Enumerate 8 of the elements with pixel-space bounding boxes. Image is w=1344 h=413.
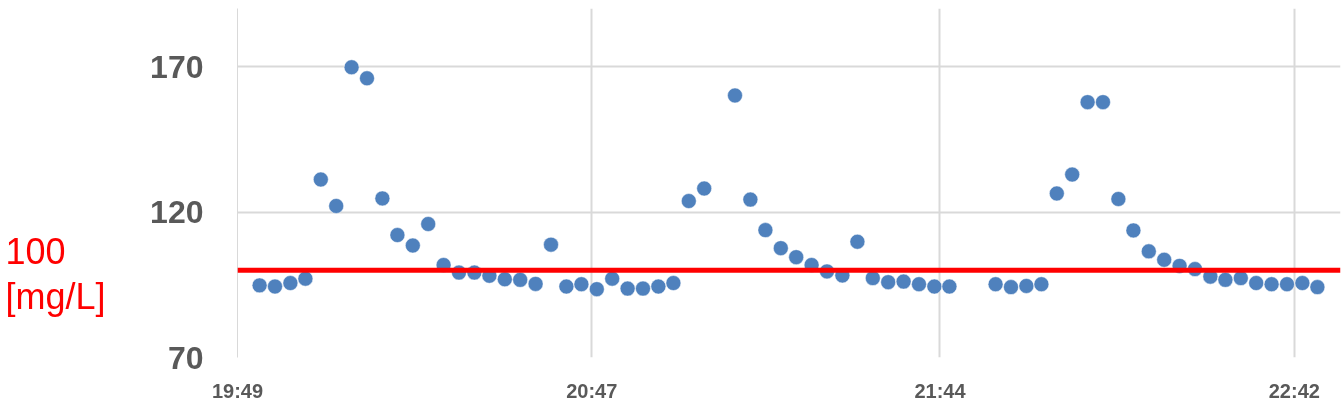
- y-tick-label: 170: [150, 48, 204, 85]
- y-tick-label: 70: [167, 339, 204, 376]
- x-tick-label: 21:44: [914, 379, 967, 402]
- x-tick-label: 20:47: [566, 379, 618, 402]
- x-tick-label: 22:42: [1268, 379, 1320, 402]
- y-tick-label: 120: [150, 194, 204, 231]
- ref-line-label: 100 [mg/L]: [5, 231, 106, 318]
- x-tick-label: 19:49: [211, 379, 264, 402]
